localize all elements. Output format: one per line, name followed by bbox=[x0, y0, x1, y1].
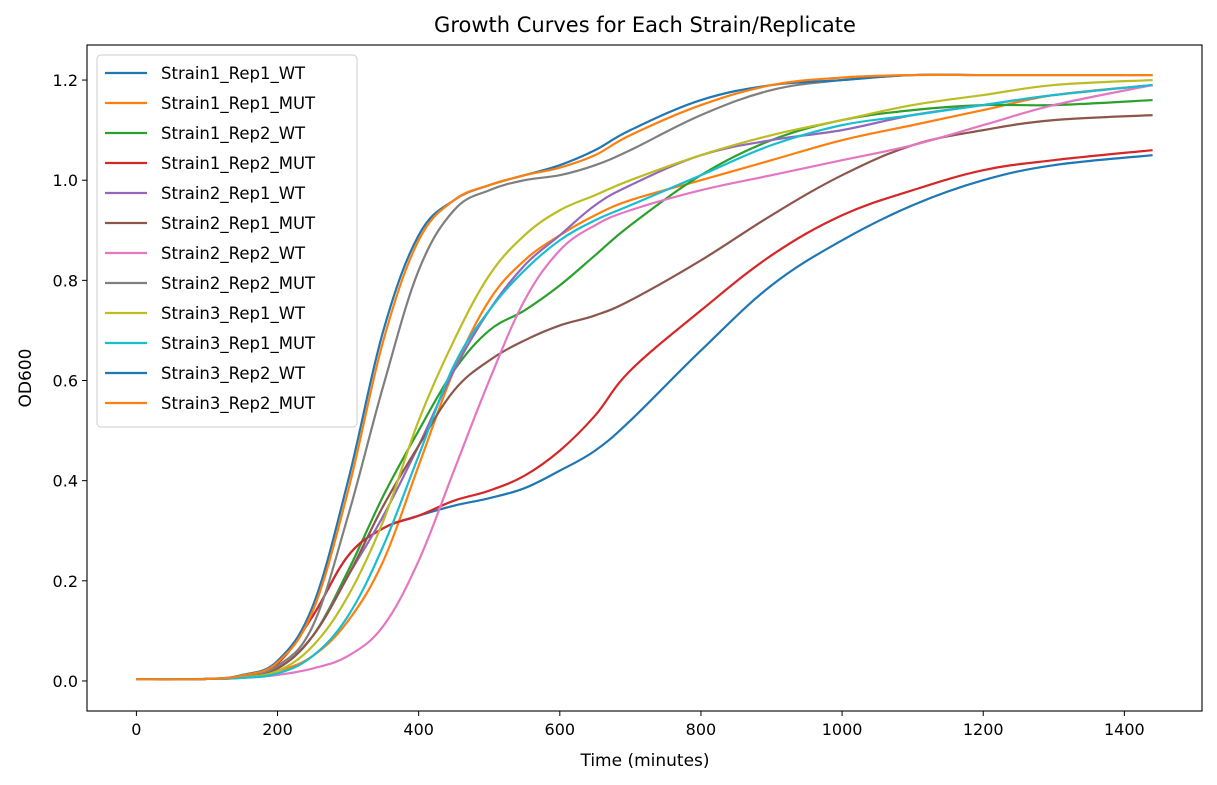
x-axis-label: Time (minutes) bbox=[579, 751, 709, 771]
legend-label: Strain2_Rep1_WT bbox=[161, 184, 306, 204]
legend-label: Strain3_Rep1_MUT bbox=[161, 334, 316, 354]
series-line-strain3-rep2-mut bbox=[136, 73, 1153, 681]
y-tick-label: 1.2 bbox=[53, 71, 78, 90]
y-axis-ticks: 0.0 0.2 0.4 0.6 0.8 1.0 1.2 bbox=[53, 71, 87, 691]
x-tick-label: 800 bbox=[686, 720, 717, 739]
series-line-strain3-rep1-mut bbox=[136, 83, 1153, 681]
series-layer bbox=[136, 73, 1153, 681]
y-tick-label: 0.0 bbox=[53, 672, 78, 691]
y-tick-label: 1.0 bbox=[53, 171, 78, 190]
y-tick-label: 0.8 bbox=[53, 271, 78, 290]
legend-label: Strain1_Rep2_MUT bbox=[161, 154, 316, 174]
legend-label: Strain2_Rep2_MUT bbox=[161, 274, 316, 294]
x-tick-label: 400 bbox=[403, 720, 434, 739]
legend-label: Strain3_Rep1_WT bbox=[161, 304, 306, 324]
y-tick-label: 0.6 bbox=[53, 372, 78, 391]
x-tick-label: 600 bbox=[545, 720, 576, 739]
x-axis-ticks: 0 200 400 600 800 1000 1200 1400 bbox=[131, 711, 1145, 739]
series-line-strain3-rep1-wt bbox=[136, 78, 1153, 681]
series-line-strain2-rep2-wt bbox=[136, 83, 1153, 681]
x-tick-label: 0 bbox=[131, 720, 141, 739]
y-tick-label: 0.4 bbox=[53, 472, 78, 491]
y-tick-label: 0.2 bbox=[53, 572, 78, 591]
x-tick-label: 1000 bbox=[822, 720, 863, 739]
y-axis-label: OD600 bbox=[16, 349, 36, 408]
legend-label: Strain2_Rep1_MUT bbox=[161, 214, 316, 234]
series-line-strain1-rep1-mut bbox=[136, 83, 1153, 681]
x-tick-label: 1400 bbox=[1104, 720, 1145, 739]
x-tick-label: 200 bbox=[262, 720, 293, 739]
legend-label: Strain2_Rep2_WT bbox=[161, 244, 306, 264]
legend: Strain1_Rep1_WT Strain1_Rep1_MUT Strain1_R… bbox=[96, 54, 358, 428]
legend-label: Strain1_Rep1_MUT bbox=[161, 94, 316, 114]
x-tick-label: 1200 bbox=[963, 720, 1004, 739]
legend-label: Strain3_Rep2_WT bbox=[161, 364, 306, 384]
legend-label: Strain1_Rep2_WT bbox=[161, 124, 306, 144]
legend-label: Strain3_Rep2_MUT bbox=[161, 394, 316, 414]
legend-box bbox=[96, 54, 358, 428]
plot-frame bbox=[86, 44, 1203, 712]
legend-label: Strain1_Rep1_WT bbox=[161, 64, 306, 84]
chart-title: Growth Curves for Each Strain/Replicate bbox=[434, 13, 856, 37]
